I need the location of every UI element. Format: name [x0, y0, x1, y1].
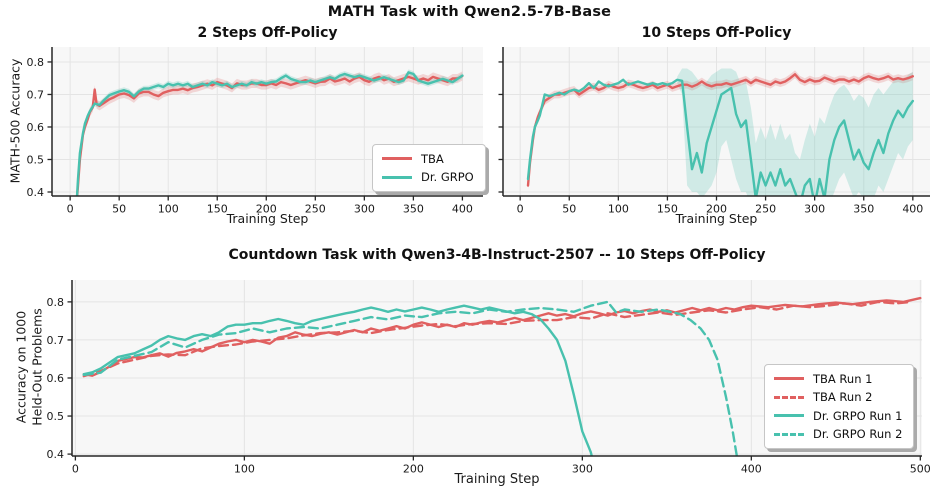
x-tick-label: 300	[354, 203, 375, 216]
x-tick-label: 300	[572, 463, 593, 476]
y-tick-label: 0.8	[27, 56, 45, 69]
legend-line-swatch	[774, 414, 804, 418]
tick-labels: 0 50 100 150 200 250 300 350 400	[517, 203, 924, 216]
y-tick-label: 0.4	[27, 186, 45, 199]
y-axis-label-countdown-line1: Accuracy on 1000	[13, 310, 29, 424]
x-tick-label: 400	[902, 203, 923, 216]
x-axis-label-left: Training Step	[226, 211, 309, 226]
x-tick-label: 200	[256, 203, 277, 216]
x-tick-label: 350	[853, 203, 874, 216]
axis-spines	[71, 280, 922, 457]
line-dr-grpo	[75, 71, 464, 196]
y-tick-label: 0.4	[47, 448, 65, 461]
y-tick-label: 0.6	[47, 372, 65, 385]
x-tick-label: 350	[403, 203, 424, 216]
series-group	[82, 296, 922, 456]
axis-spines	[51, 47, 483, 197]
x-tick-label: 150	[207, 203, 228, 216]
line-dr-grpo-run-1	[82, 304, 593, 456]
x-tick-label: 250	[755, 203, 776, 216]
tick-labels: 0 100 200 300 400 500 0.4 0.5 0.6 0.7 0.8	[47, 296, 931, 476]
gridlines	[503, 47, 930, 196]
tick-marks	[47, 61, 464, 201]
x-tick-label: 150	[657, 203, 678, 216]
y-tick-label: 0.5	[27, 153, 45, 166]
legend-label: Dr. GRPO	[421, 170, 474, 185]
x-tick-label: 0	[72, 463, 79, 476]
legend-item: TBA Run 1	[774, 371, 902, 387]
x-tick-label: 100	[234, 463, 255, 476]
subplot-title-countdown: Countdown Task with Qwen3-4B-Instruct-25…	[228, 247, 766, 263]
legend-math-task: TBA Dr. GRPO	[372, 144, 486, 192]
subplot-1: 0 50 100 150 200 250 300 350 400	[498, 47, 930, 216]
legend-label: TBA Run 2	[813, 390, 873, 405]
y-tick-label: 0.7	[27, 88, 45, 101]
legend-item: Dr. GRPO Run 1	[774, 408, 902, 424]
x-tick-label: 500	[910, 463, 931, 476]
subplot-title-10-steps: 10 Steps Off-Policy	[641, 25, 792, 41]
y-tick-label: 0.7	[47, 334, 65, 347]
y-axis-label-countdown: Accuracy on 1000 Held-Out Problems	[14, 308, 45, 426]
y-tick-label: 0.5	[47, 410, 65, 423]
y-tick-label: 0.6	[27, 121, 45, 134]
legend-label: Dr. GRPO Run 2	[813, 427, 903, 442]
tick-labels: 0 50 100 150 200 250 300 350 400 0.4 0.5 0.6 0.7 0.8	[27, 56, 473, 216]
x-tick-label: 250	[305, 203, 326, 216]
line-dr-grpo	[526, 78, 914, 196]
x-tick-label: 200	[706, 203, 727, 216]
y-tick-label: 0.8	[47, 296, 65, 309]
x-tick-label: 300	[804, 203, 825, 216]
x-axis-label-bottom: Training Step	[454, 472, 540, 487]
legend-line-swatch	[774, 395, 804, 399]
legend-countdown-task: TBA Run 1 TBA Run 2 Dr. GRPO Run 1 Dr. GRPO…	[764, 364, 915, 449]
line-tba-run-2	[82, 300, 914, 378]
subplot-0: 0 50 100 150 200 250 300 350 400 0.4 0.5 0.6 0.7 0.8	[27, 47, 483, 216]
x-tick-label: 200	[403, 463, 424, 476]
x-tick-label: 100	[608, 203, 629, 216]
legend-label: TBA Run 1	[813, 371, 873, 386]
x-tick-label: 0	[517, 203, 524, 216]
band-dr-grpo	[677, 68, 913, 196]
legend-item: TBA	[382, 151, 474, 167]
x-tick-label: 0	[67, 203, 74, 216]
figure-suptitle: MATH Task with Qwen2.5-7B-Base	[327, 4, 612, 20]
legend-line-swatch	[774, 432, 804, 436]
legend-label: TBA	[421, 151, 444, 166]
line-tba	[526, 73, 914, 187]
x-tick-label: 100	[158, 203, 179, 216]
series-group	[75, 69, 464, 196]
x-tick-label: 400	[741, 463, 762, 476]
legend-item: Dr. GRPO Run 2	[774, 427, 902, 443]
legend-item: Dr. GRPO	[382, 170, 474, 186]
legend-item: TBA Run 2	[774, 390, 902, 406]
legend-label: Dr. GRPO Run 1	[813, 408, 903, 423]
legend-line-swatch	[382, 157, 412, 161]
x-tick-label: 400	[452, 203, 473, 216]
legend-line-swatch	[774, 377, 804, 381]
series-group	[526, 68, 914, 196]
line-dr-grpo-run-2	[82, 300, 739, 456]
y-axis-label-countdown-line2: Held-Out Problems	[29, 308, 44, 426]
x-tick-label: 50	[562, 203, 576, 216]
x-tick-label: 50	[112, 203, 126, 216]
tick-marks	[498, 61, 914, 201]
tick-marks	[67, 301, 921, 461]
legend-line-swatch	[382, 175, 412, 179]
x-axis-label-right: Training Step	[675, 211, 758, 226]
y-axis-label-math500: MATH-500 Accuracy	[7, 58, 23, 184]
subplot-title-2-steps: 2 Steps Off-Policy	[197, 25, 338, 41]
